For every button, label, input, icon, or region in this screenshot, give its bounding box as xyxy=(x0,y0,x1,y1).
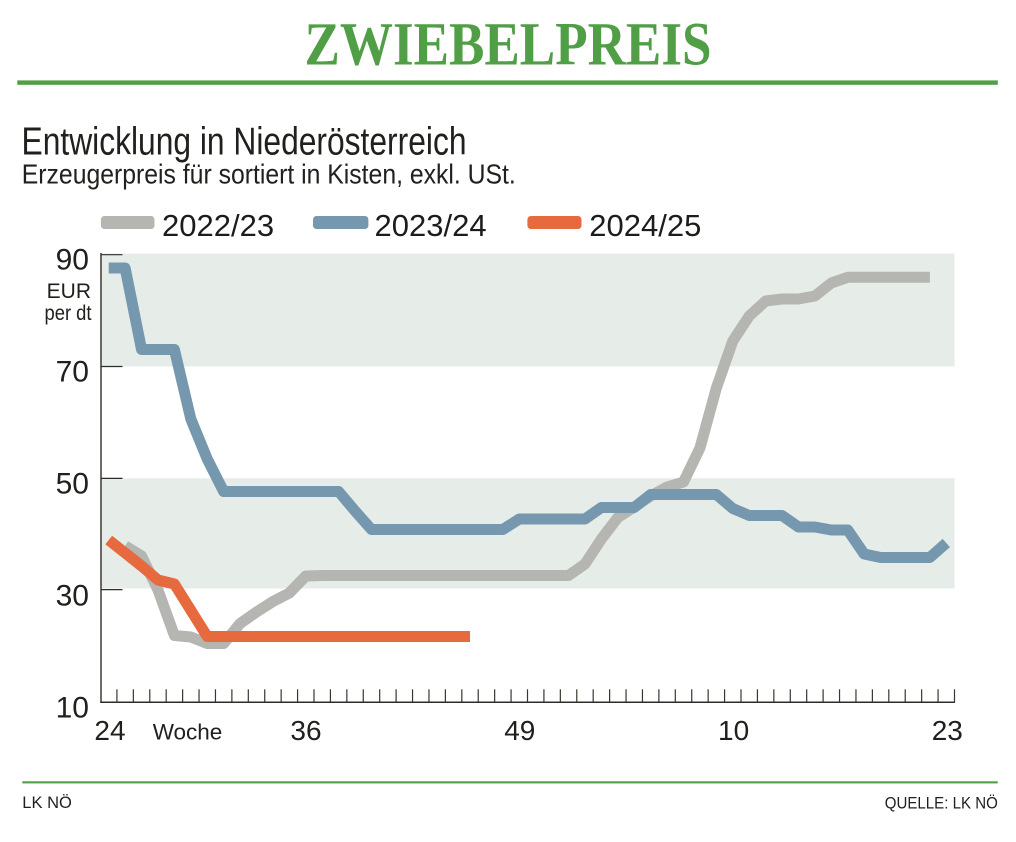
svg-text:ZWIEBELPREIS: ZWIEBELPREIS xyxy=(305,11,712,78)
svg-text:per dt: per dt xyxy=(45,302,92,325)
svg-text:2022/23: 2022/23 xyxy=(162,208,274,243)
svg-text:70: 70 xyxy=(56,356,89,389)
svg-text:2023/24: 2023/24 xyxy=(375,208,487,243)
svg-text:49: 49 xyxy=(504,715,535,746)
svg-text:LK NÖ: LK NÖ xyxy=(22,794,72,812)
svg-text:30: 30 xyxy=(56,579,89,612)
svg-text:Woche: Woche xyxy=(153,720,223,745)
svg-text:10: 10 xyxy=(718,715,749,746)
svg-text:23: 23 xyxy=(932,715,963,746)
svg-text:Entwicklung in Niederösterreic: Entwicklung in Niederösterreich xyxy=(22,120,467,163)
svg-text:10: 10 xyxy=(56,691,89,724)
svg-text:24: 24 xyxy=(94,715,125,746)
svg-text:50: 50 xyxy=(56,468,89,501)
svg-text:QUELLE: LK NÖ: QUELLE: LK NÖ xyxy=(885,794,998,813)
svg-text:36: 36 xyxy=(290,715,321,746)
svg-text:90: 90 xyxy=(56,244,89,277)
svg-text:Erzeugerpreis für sortiert in: Erzeugerpreis für sortiert in Kisten, ex… xyxy=(22,159,516,190)
svg-text:2024/25: 2024/25 xyxy=(589,208,701,243)
svg-text:EUR: EUR xyxy=(47,280,91,303)
